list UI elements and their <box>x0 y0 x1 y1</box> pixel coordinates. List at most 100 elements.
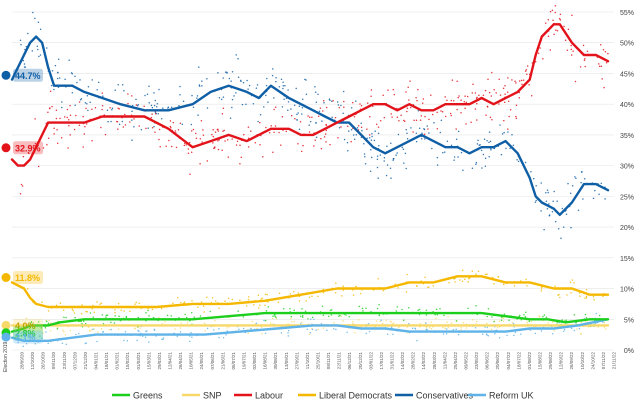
labour-poll-dot <box>542 57 544 60</box>
x-tick-label: 11/04/22 <box>442 352 447 370</box>
x-axis-ticks: 28/09/20 12/10/20 26/10/20 09/11/20 23/11/20… <box>20 352 617 370</box>
liberal-democrats-election-dot <box>1 273 11 282</box>
liberal-democrats-poll-dot <box>200 301 203 303</box>
liberal-democrats-election-label-bg <box>13 271 43 284</box>
conservatives-poll-dot <box>379 154 382 156</box>
reform-uk-poll-dot <box>457 333 460 336</box>
snp-poll-dot <box>580 321 583 324</box>
liberal-democrats-poll-dot <box>493 283 495 285</box>
conservatives-poll-dot <box>371 135 373 138</box>
reform-uk-poll-dot <box>218 328 220 330</box>
liberal-democrats-poll-dot <box>335 282 337 284</box>
conservatives-poll-dot <box>267 101 269 103</box>
liberal-democrats-poll-dot <box>259 304 261 306</box>
labour-poll-dot <box>222 107 225 109</box>
labour-poll-dot <box>406 110 408 113</box>
reform-uk-poll-dot <box>190 331 192 334</box>
labour-poll-dot <box>63 116 66 118</box>
reform-uk-poll-dot <box>225 334 227 336</box>
labour-poll-dot <box>393 93 396 96</box>
conservatives-poll-dot <box>201 80 203 82</box>
labour-poll-dot <box>122 126 125 128</box>
conservatives-poll-dot <box>56 77 59 80</box>
snp-poll-dot <box>465 327 468 329</box>
x-tick-label: 20/06/22 <box>495 352 500 370</box>
greens-poll-dot <box>545 316 548 318</box>
labour-poll-dot <box>179 122 182 125</box>
conservatives-poll-dot <box>86 102 88 105</box>
labour-poll-dot <box>85 123 88 125</box>
greens-poll-dot <box>193 316 195 318</box>
labour-poll-dot <box>202 134 205 136</box>
conservatives-poll-dot <box>46 47 48 49</box>
reform-uk-poll-dot <box>22 345 25 348</box>
labour-poll-dot <box>498 78 500 81</box>
labour-poll-dot <box>34 118 36 120</box>
conservatives-poll-dot <box>309 120 312 123</box>
y-tick-label: 25% <box>620 194 634 201</box>
labour-poll-dot <box>325 141 327 143</box>
x-tick-label: 21/11/22 <box>612 352 617 370</box>
snp-poll-dot <box>293 320 295 323</box>
snp-poll-dot <box>603 326 605 328</box>
greens-poll-dot <box>418 308 421 311</box>
conservatives-poll-dot <box>111 109 113 111</box>
liberal-democrats-poll-dot <box>239 299 241 301</box>
x-tick-label: 28/09/20 <box>20 352 25 370</box>
labour-poll-dot <box>214 131 217 133</box>
conservatives-poll-dot <box>403 162 405 164</box>
conservatives-election-dot <box>1 70 11 80</box>
reform-uk-poll-dot <box>75 333 77 336</box>
greens-poll-dot <box>556 322 558 324</box>
greens-poll-dot <box>525 311 527 314</box>
x-tick-label: 24/05/21 <box>199 352 204 370</box>
snp-poll-dot <box>604 328 607 330</box>
conservatives-poll-dot <box>61 106 63 109</box>
labour-poll-dot <box>290 114 293 117</box>
labour-poll-dot <box>396 116 399 119</box>
greens-poll-dot <box>561 319 564 321</box>
labour-poll-dot <box>563 25 565 28</box>
labour-poll-dot <box>268 131 271 134</box>
conservatives-poll-dot <box>500 153 503 156</box>
labour-poll-dot <box>457 96 459 99</box>
liberal-democrats-poll-dot <box>264 304 266 306</box>
liberal-democrats-poll-dot <box>147 307 149 310</box>
liberal-democrats-poll-dot <box>218 307 220 310</box>
labour-poll-dot <box>236 140 239 143</box>
labour-poll-dot <box>202 129 204 131</box>
labour-poll-dot <box>231 138 233 140</box>
greens-poll-dot <box>170 315 172 317</box>
greens-poll-dot <box>114 315 116 317</box>
greens-poll-dot <box>407 307 410 309</box>
labour-poll-dot <box>566 49 569 51</box>
conservatives-poll-dot <box>488 141 490 144</box>
liberal-democrats-poll-dot <box>266 293 268 296</box>
snp-poll-dot <box>97 331 99 333</box>
labour-poll-dot <box>55 117 58 120</box>
liberal-democrats-poll-dot <box>202 305 205 307</box>
conservatives-poll-dot <box>271 74 274 77</box>
conservatives-poll-dot <box>535 199 537 202</box>
snp-poll-dot <box>379 320 382 323</box>
labour-poll-dot <box>317 115 320 117</box>
reform-uk-poll-dot <box>65 343 68 345</box>
labour-election-label: 32.9% <box>15 143 41 153</box>
reform-uk-poll-dot <box>520 333 522 335</box>
conservatives-poll-dot <box>420 137 423 140</box>
liberal-democrats-poll-dot <box>540 288 543 290</box>
snp-poll-dot <box>186 322 189 324</box>
labour-poll-dot <box>262 156 264 158</box>
labour-poll-dot <box>78 124 81 127</box>
x-tick-label: 13/09/21 <box>284 352 289 370</box>
labour-poll-dot <box>400 114 402 116</box>
snp-poll-dot <box>261 333 263 335</box>
labour-poll-dot <box>440 110 442 112</box>
conservatives-poll-dot <box>501 133 504 135</box>
labour-poll-dot <box>375 123 378 125</box>
labour-poll-dot <box>49 90 52 92</box>
greens-poll-dot <box>565 319 567 321</box>
reform-uk-poll-dot <box>487 335 490 337</box>
labour-poll-dot <box>567 28 570 30</box>
labour-poll-dot <box>322 100 325 102</box>
